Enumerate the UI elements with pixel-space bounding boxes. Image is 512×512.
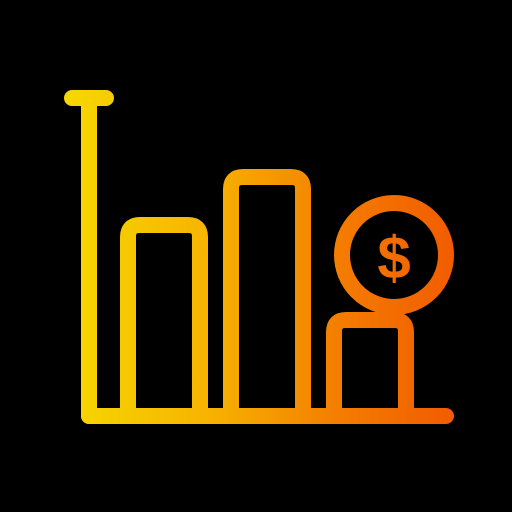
financial-chart-icon: $	[0, 0, 512, 512]
chart-svg: $	[0, 0, 512, 512]
bar-2	[231, 177, 303, 416]
bar-3	[334, 320, 406, 416]
bar-1	[128, 225, 200, 416]
dollar-sign-icon: $	[377, 225, 410, 292]
